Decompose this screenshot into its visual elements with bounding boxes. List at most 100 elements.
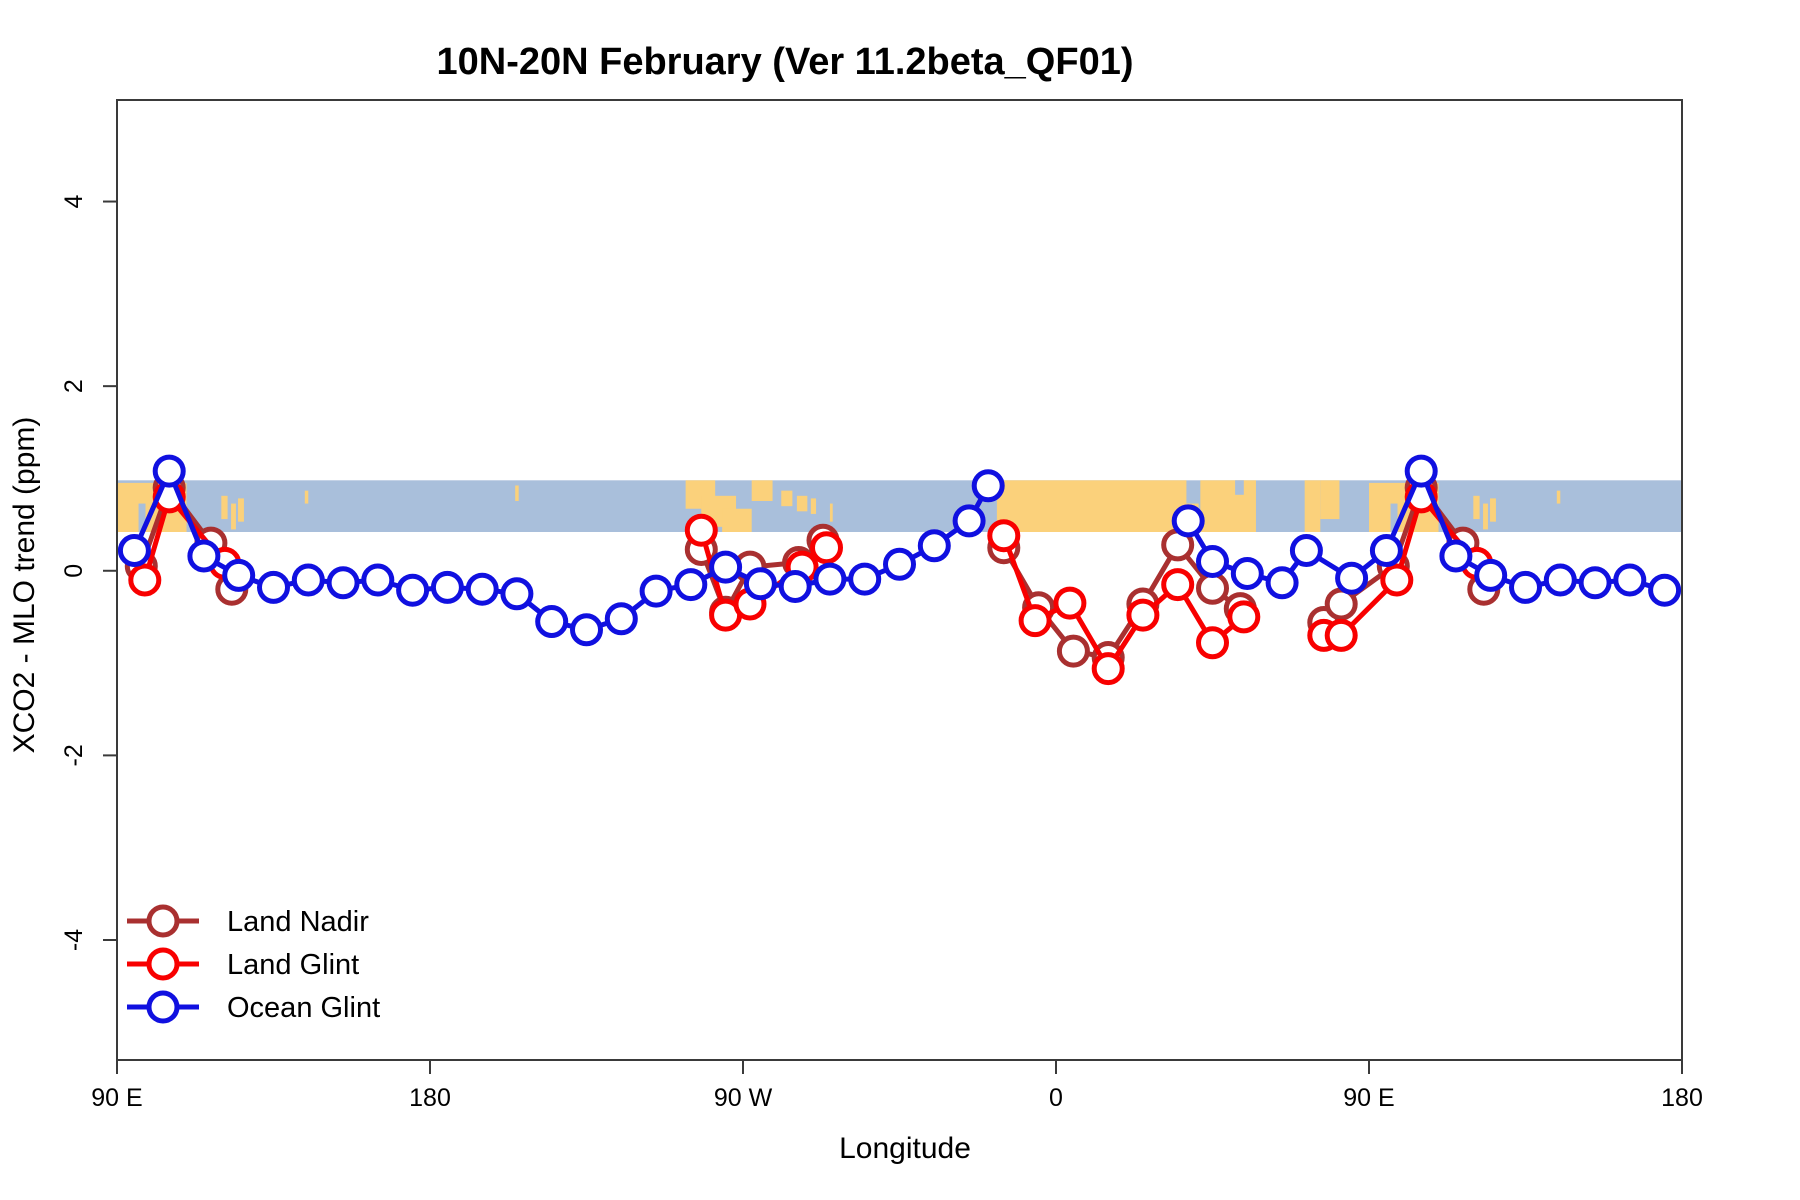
data-point [1509,570,1542,604]
data-point [1369,534,1403,567]
series-land-glint [128,480,1494,686]
y-tick-label: 0 [60,564,88,578]
data-point [128,563,162,597]
data-point [570,613,603,647]
data-series-layer [117,454,1682,686]
data-point [1196,571,1229,605]
band-land-segment [751,480,773,501]
band-land-segment [221,495,228,520]
data-point [1289,534,1323,567]
plot-border [116,99,1683,1061]
data-point [291,563,325,597]
data-point [152,454,186,488]
data-point [1171,504,1205,538]
band-land-segment [238,498,244,522]
x-tick-label: 180 [1661,1084,1703,1112]
axes-layer: 90 E 180 90 W 0 90 E 180 -4 -2 0 2 4 [60,99,1703,1112]
data-point [1543,563,1577,597]
legend-item-land-nadir: Land Nadir [127,904,369,938]
legend-item-land-glint: Land Glint [127,947,359,981]
data-point [1404,454,1438,488]
band-ocean-notch [1390,503,1398,532]
series-ocean-glint [117,454,1682,647]
data-point [396,573,430,607]
x-tick-label: 0 [1049,1084,1063,1112]
data-point [778,570,812,603]
x-tick-label: 90 E [91,1084,142,1112]
y-tick-label: -2 [60,744,88,766]
band-land-segment [304,490,309,504]
data-point [1053,586,1087,620]
data-point [1578,566,1612,600]
legend-label-ocean-glint: Ocean Glint [227,992,380,1024]
data-point [813,562,847,596]
y-tick-label: 2 [60,379,88,393]
data-point [361,563,395,597]
band-land-segment [781,490,793,507]
x-axis-title: Longitude [839,1132,971,1165]
data-point [684,513,718,547]
band-land-segment [1483,503,1488,530]
band-land-segment [1304,480,1321,532]
band-ocean-notch [138,503,146,532]
data-point [1056,634,1090,668]
data-point [1265,566,1299,600]
data-point [639,574,673,608]
band-land-segment [996,480,1187,532]
data-point [709,550,743,584]
data-point [465,572,499,606]
data-point [430,570,464,604]
y-tick-label: -4 [60,929,88,951]
legend-label-land-glint: Land Glint [227,949,359,981]
data-point [222,558,256,592]
data-point [1613,563,1647,597]
band-land-segment [1490,498,1496,522]
y-tick-label: 4 [60,194,88,208]
data-point [1196,545,1229,578]
data-point [987,519,1021,553]
data-point [326,566,360,600]
band-land-segment [231,503,236,530]
band-ocean-notch [1235,480,1244,495]
data-point [535,605,569,638]
data-point [604,602,638,636]
data-point [257,570,290,604]
band-land-segment [1320,480,1340,520]
x-tick-label: 180 [409,1084,451,1112]
chart-title: 10N-20N February (Ver 11.2beta_QF01) [436,41,1133,83]
data-point [500,577,534,611]
band-land-segment [810,498,817,514]
data-point [1196,626,1229,660]
legend-label-land-nadir: Land Nadir [227,906,369,938]
data-point [1091,652,1125,686]
legend-marker-ocean-glint [146,990,180,1024]
band-land-segment [1556,490,1561,504]
band-land-segment [722,508,752,532]
x-tick-label: 90 W [714,1084,773,1112]
data-point [1230,557,1264,590]
band-land-segment [796,495,808,512]
data-point [1335,561,1369,595]
band-land-segment [515,485,519,501]
data-point [1648,573,1682,607]
data-point [952,504,986,538]
data-point [917,529,951,563]
band-land-segment [829,503,833,522]
data-point [1380,563,1414,597]
data-point [743,567,777,601]
data-point [1227,600,1261,634]
data-point [1161,568,1195,602]
data-point [1474,558,1508,592]
data-point [1324,618,1358,652]
legend-marker-land-nadir [146,904,180,938]
data-point [883,547,916,581]
legend-marker-land-glint [146,947,180,981]
band-land-segment [1200,480,1256,532]
data-point [810,531,843,565]
data-point [187,539,221,573]
data-point [674,568,708,602]
x-tick-label: 90 E [1343,1084,1394,1112]
band-land-segment [1473,495,1480,520]
y-axis-title: XCO2 - MLO trend (ppm) [8,417,41,754]
